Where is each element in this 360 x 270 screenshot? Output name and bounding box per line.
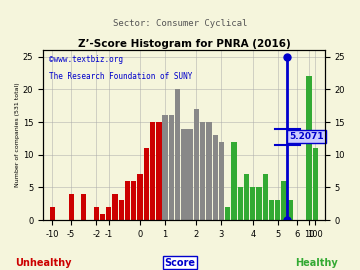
Bar	[94, 207, 99, 220]
Text: Healthy: Healthy	[296, 258, 338, 268]
Bar	[100, 214, 105, 220]
Bar	[225, 207, 230, 220]
Bar	[244, 174, 249, 220]
Text: 5.2071: 5.2071	[289, 132, 324, 141]
Bar	[125, 181, 130, 220]
Bar	[269, 200, 274, 220]
Text: Score: Score	[165, 258, 195, 268]
Bar	[68, 194, 74, 220]
Bar	[200, 122, 205, 220]
Bar	[212, 135, 218, 220]
Bar	[194, 109, 199, 220]
Bar	[156, 122, 162, 220]
Text: Sector: Consumer Cyclical: Sector: Consumer Cyclical	[113, 19, 247, 28]
Bar	[131, 181, 136, 220]
Bar	[169, 116, 174, 220]
Bar	[181, 129, 186, 220]
Bar	[250, 187, 256, 220]
Bar	[275, 200, 280, 220]
Bar	[219, 142, 224, 220]
Text: Unhealthy: Unhealthy	[15, 258, 71, 268]
Bar	[150, 122, 155, 220]
Bar	[288, 200, 293, 220]
Bar	[188, 129, 193, 220]
Y-axis label: Number of companies (531 total): Number of companies (531 total)	[15, 83, 20, 187]
Bar	[231, 142, 237, 220]
Bar	[112, 194, 118, 220]
Bar	[313, 148, 318, 220]
Bar	[238, 187, 243, 220]
Bar	[206, 122, 212, 220]
Bar	[282, 181, 287, 220]
Text: The Research Foundation of SUNY: The Research Foundation of SUNY	[49, 72, 192, 81]
Bar	[138, 174, 143, 220]
Bar	[306, 76, 312, 220]
Bar	[106, 207, 111, 220]
Bar	[50, 207, 55, 220]
Bar	[118, 200, 124, 220]
Text: ©www.textbiz.org: ©www.textbiz.org	[49, 55, 123, 64]
Bar	[81, 194, 86, 220]
Bar	[144, 148, 149, 220]
Bar	[256, 187, 262, 220]
Bar	[162, 116, 168, 220]
Bar	[263, 174, 268, 220]
Bar	[175, 89, 180, 220]
Title: Z’-Score Histogram for PNRA (2016): Z’-Score Histogram for PNRA (2016)	[77, 39, 290, 49]
